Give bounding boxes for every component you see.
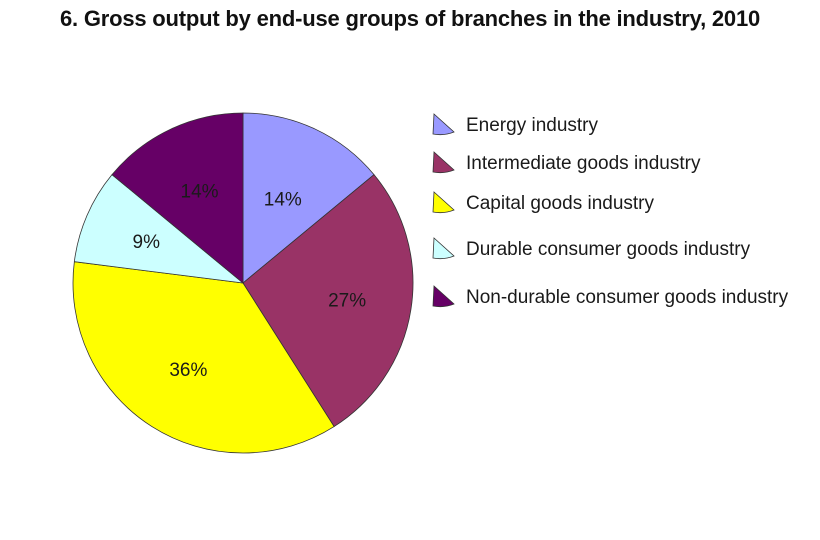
slice-label: 27% bbox=[328, 290, 366, 311]
pie-slice-non-durable-consumer-goods-industry bbox=[111, 112, 244, 284]
legend-swatch bbox=[432, 285, 455, 308]
legend-label: Energy industry bbox=[466, 115, 599, 136]
legend-label: Non-durable consumer goods industry bbox=[466, 287, 789, 308]
pie-slices bbox=[72, 112, 414, 454]
pie-slice-intermediate-goods-industry bbox=[242, 174, 414, 428]
chart-title: 6. Gross output by end-use groups of bra… bbox=[59, 6, 761, 31]
pie-slice-labels: 14% 27% 36% 9% 14% bbox=[133, 182, 367, 381]
slice-label: 14% bbox=[181, 182, 219, 203]
pie-slice-durable-consumer-goods-industry bbox=[73, 174, 245, 284]
legend-label: Durable consumer goods industry bbox=[466, 239, 751, 260]
slice-label: 36% bbox=[169, 360, 207, 381]
legend-label: Intermediate goods industry bbox=[466, 153, 701, 174]
legend-swatch bbox=[432, 237, 455, 260]
pie-slice-energy-industry bbox=[242, 112, 375, 284]
pie-slice-capital-goods-industry bbox=[72, 261, 335, 454]
legend: Energy industry Intermediate goods indust… bbox=[432, 113, 789, 308]
legend-swatch bbox=[432, 113, 455, 136]
legend-swatch bbox=[432, 151, 455, 174]
legend-label: Capital goods industry bbox=[466, 193, 654, 214]
slice-label: 14% bbox=[264, 189, 302, 210]
legend-swatch bbox=[432, 191, 455, 214]
slice-label: 9% bbox=[133, 232, 161, 253]
